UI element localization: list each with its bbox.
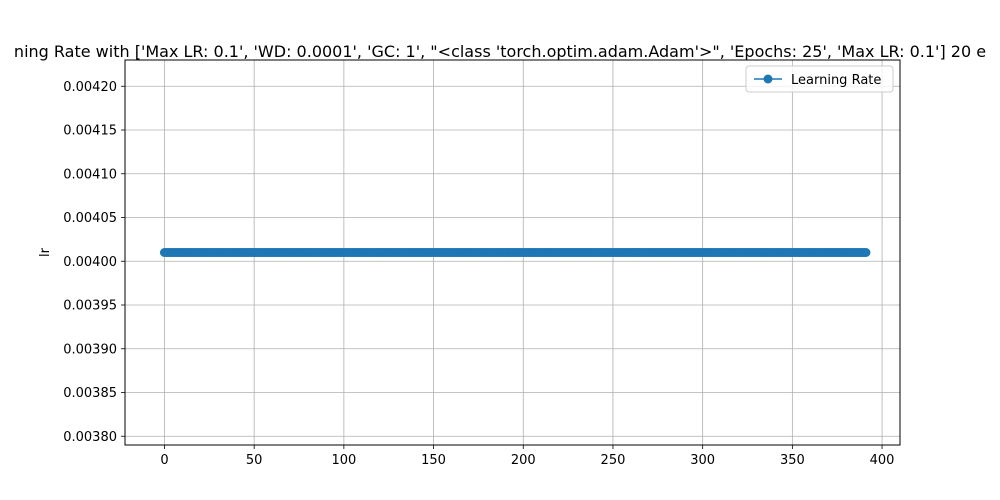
x-tick-label: 0 [160,453,168,468]
x-tick-label: 50 [246,453,263,468]
y-tick-label: 0.00400 [63,255,117,270]
legend-label-learning-rate: Learning Rate [791,73,881,88]
legend-marker-swatch [763,74,773,84]
y-tick-label: 0.00380 [63,430,117,445]
x-tick-label: 250 [601,453,626,468]
x-tick-label: 300 [690,453,715,468]
y-tick-label: 0.00405 [63,211,117,226]
x-axis: 0 50 100 150 200 250 300 350 400 [160,445,894,468]
data-point [861,248,871,257]
x-tick-label: 350 [780,453,805,468]
x-tick-label: 100 [331,453,356,468]
x-tick-label: 400 [870,453,895,468]
legend-box [745,65,894,93]
legend: Learning Rate [745,65,894,93]
y-tick-label: 0.00395 [63,299,117,314]
y-tick-label: 0.00385 [63,386,117,401]
y-tick-label: 0.00415 [63,124,117,139]
plot-frame [124,59,901,446]
y-tick-label: 0.00390 [63,342,117,357]
x-tick-label: 200 [511,453,536,468]
chart-title: ning Rate with ['Max LR: 0.1', 'WD: 0.00… [14,42,986,61]
y-tick-label: 0.00410 [63,167,117,182]
x-tick-label: 150 [421,453,446,468]
y-axis: 0.00380 0.00385 0.00390 0.00395 0.00400 0.004… [63,80,125,445]
y-tick-label: 0.00420 [63,80,117,95]
grid [125,60,900,445]
y-axis-label: lr [38,247,53,257]
series-learning-rate [159,248,871,257]
